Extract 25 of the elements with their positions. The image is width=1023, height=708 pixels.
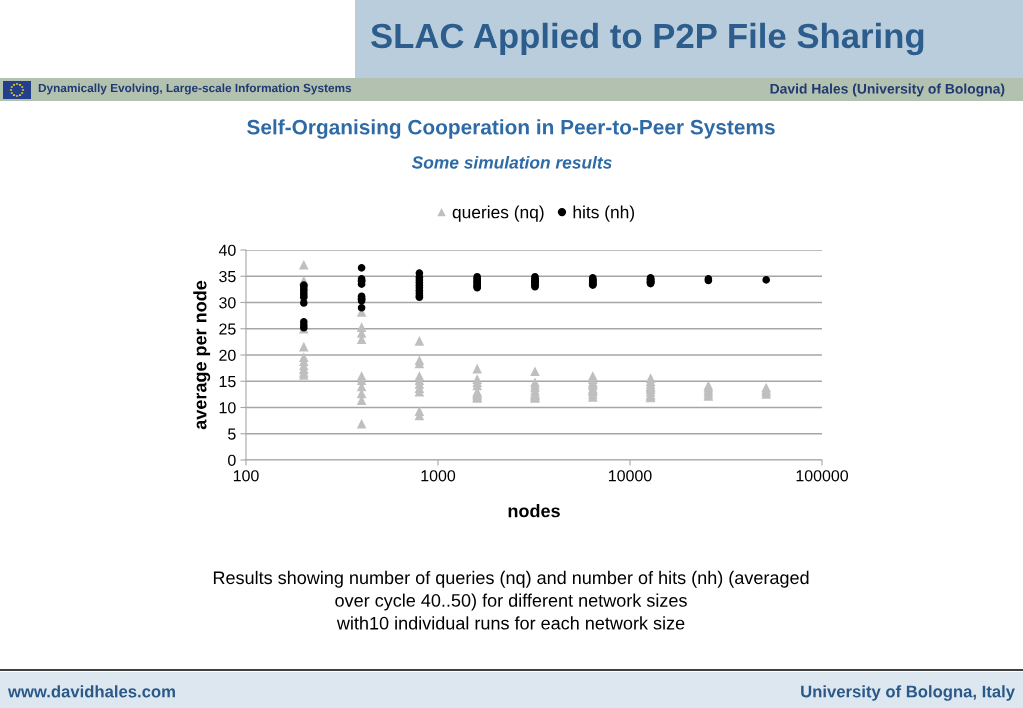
chart-subtitle: Self-Organising Cooperation in Peer-to-Peer Systems [247, 119, 775, 139]
y-axis-title: average per node [193, 280, 211, 430]
x-tick-label: 100 [233, 470, 259, 482]
text: Results showing number of queries (nq) and number of hits (nh) (averaged over cycle 40..50) for different network sizes with10 individual runs for each network size [213, 570, 809, 630]
y-tick-label: 25 [219, 323, 236, 335]
legend-label: hits (nh) [573, 205, 635, 222]
y-tick-label: 0 [228, 454, 236, 466]
y-tick-label: 20 [219, 349, 236, 361]
text: David Hales (University of Bologna) [770, 83, 1005, 97]
text: Some simulation results [411, 155, 612, 169]
y-tick-label: 35 [219, 270, 236, 283]
chart-title: SLAC Applied to P2P File Sharing [371, 22, 924, 56]
x-tick-label: 1000 [421, 470, 456, 482]
x-axis-title: nodes [508, 504, 560, 518]
y-tick-label: 15 [219, 376, 236, 388]
text: www.davidhales.com [7, 685, 175, 698]
y-tick-label: 10 [219, 402, 236, 414]
x-tick-label: 10000 [609, 470, 652, 482]
x-tick-label: 100000 [796, 470, 849, 482]
y-tick-label: 5 [228, 428, 236, 440]
y-tick-label: 40 [218, 244, 236, 256]
y-tick-label: 30 [219, 297, 236, 309]
legend-label: queries (nq) [452, 205, 544, 222]
text: University of Bologna, Italy [801, 685, 1015, 701]
text: Dynamically Evolving, Large-scale Information Systems [38, 83, 352, 95]
